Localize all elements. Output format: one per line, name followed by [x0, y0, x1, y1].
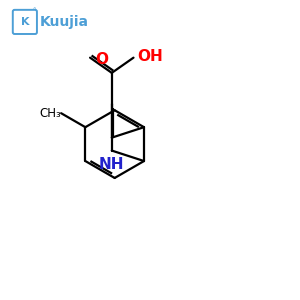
Text: OH: OH [137, 49, 163, 64]
Text: NH: NH [99, 157, 124, 172]
Text: O: O [95, 52, 108, 67]
Text: K: K [21, 17, 29, 27]
Text: Kuujia: Kuujia [40, 15, 88, 29]
Text: CH₃: CH₃ [39, 107, 61, 120]
Text: °: ° [32, 8, 35, 14]
